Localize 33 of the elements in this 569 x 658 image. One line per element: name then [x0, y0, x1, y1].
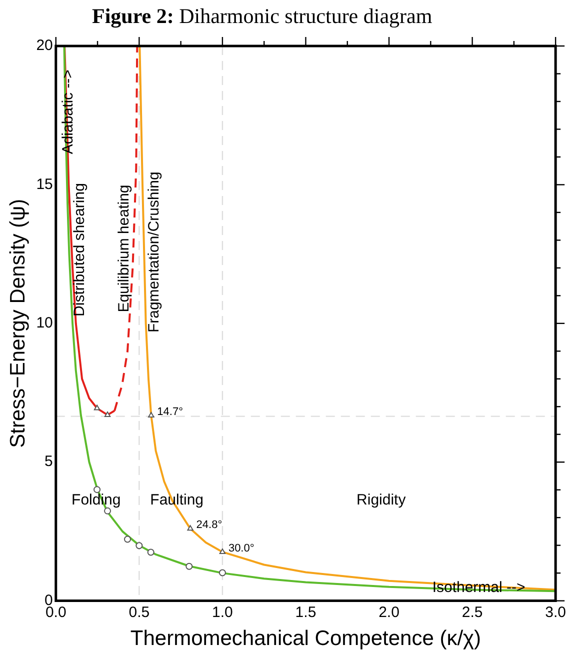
annotation: Fragmentation/Crushing — [145, 172, 162, 333]
annotation: Rigidity — [356, 492, 406, 509]
y-tick-label: 10 — [36, 314, 53, 332]
x-tick-label: 3.0 — [545, 604, 566, 621]
annotation: Distributed shearing — [71, 183, 88, 316]
annotation: 24.8° — [196, 519, 222, 532]
point — [94, 404, 100, 410]
point — [124, 536, 132, 543]
x-axis-title: Thermomechanical Competence (κ/χ) — [130, 627, 482, 650]
y-tick-label: 15 — [36, 176, 53, 193]
x-tick-label: 1.5 — [295, 604, 316, 621]
point — [219, 548, 226, 554]
point — [104, 411, 111, 417]
y-tick-label: 5 — [44, 453, 53, 470]
point — [218, 569, 226, 576]
point — [186, 562, 193, 570]
annotation: Equilibrium heating — [115, 184, 132, 312]
x-tick-label: 1.0 — [212, 604, 233, 621]
annotation: 30.0° — [228, 542, 254, 555]
x-tick-label: 2.5 — [462, 604, 483, 621]
x-tick-label: 2.0 — [378, 604, 400, 621]
annotation: 14.7° — [157, 406, 183, 418]
chart-title: Figure 2: Diharmonic structure diagram — [91, 3, 434, 30]
point — [136, 542, 143, 550]
y-tick-label: 20 — [36, 37, 53, 54]
x-tick-label: 0.0 — [45, 604, 66, 621]
x-tick-label: 0.5 — [128, 604, 150, 621]
point — [94, 486, 101, 494]
y-axis-title: Stress−Energy Density (ψ) — [6, 198, 30, 448]
annotation: Adiabatic --> — [60, 69, 77, 154]
point — [147, 548, 154, 556]
point — [148, 412, 154, 418]
point — [187, 525, 194, 531]
